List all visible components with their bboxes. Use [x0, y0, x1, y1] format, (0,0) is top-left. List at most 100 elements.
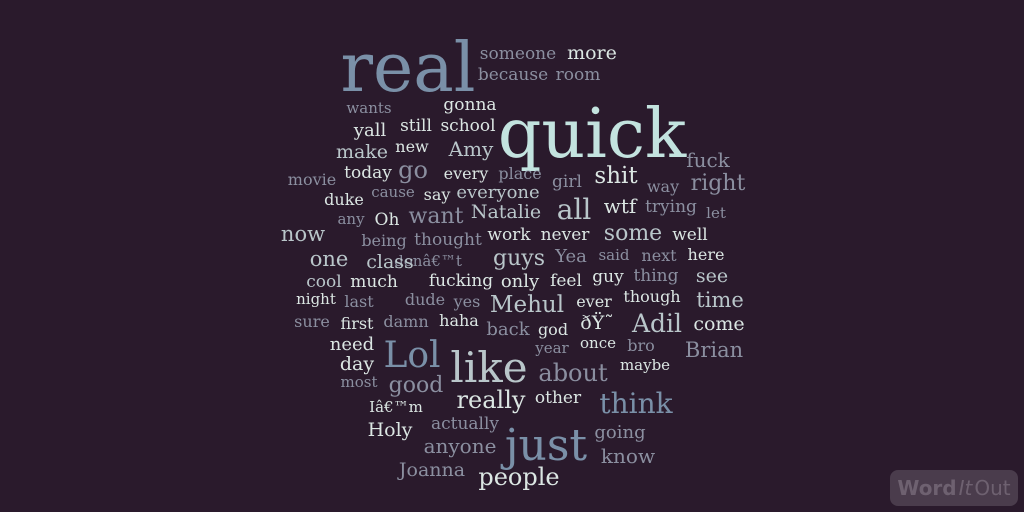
cloud-word: someone: [479, 43, 557, 64]
cloud-word: next: [641, 245, 677, 265]
cloud-word: day: [339, 353, 375, 376]
cloud-word: place: [498, 163, 542, 183]
cloud-word: know: [600, 444, 656, 469]
cloud-word: gonna: [443, 94, 497, 115]
cloud-word: ðŸ˜: [580, 312, 614, 335]
cloud-word: thing: [633, 265, 679, 286]
cloud-word: go: [398, 156, 428, 185]
cloud-word: last: [344, 291, 374, 311]
cloud-word: going: [594, 421, 646, 443]
cloud-word: dude: [404, 289, 446, 309]
cloud-word: Adil: [631, 308, 683, 338]
cloud-word: work: [487, 224, 531, 245]
cloud-word: Oh: [374, 209, 400, 230]
cloud-word: cool: [306, 271, 342, 292]
logo-it: It: [958, 476, 973, 500]
cloud-word: everyone: [456, 181, 540, 203]
cloud-word: god: [537, 319, 569, 339]
cloud-word: Holy: [367, 419, 413, 442]
cloud-word: trying: [645, 196, 697, 217]
cloud-word: haha: [439, 310, 479, 330]
cloud-word: most: [340, 373, 378, 392]
cloud-word: once: [580, 334, 616, 353]
cloud-word: time: [696, 287, 744, 312]
cloud-word: girl: [552, 171, 582, 192]
cloud-word: Joanna: [398, 459, 466, 482]
cloud-word: real: [340, 28, 476, 108]
cloud-word: yall: [353, 119, 387, 141]
cloud-word: sure: [294, 311, 330, 331]
cloud-word: being: [361, 230, 407, 250]
cloud-word: back: [486, 318, 530, 340]
cloud-word: wtf: [603, 194, 637, 219]
cloud-word: more: [567, 42, 617, 65]
cloud-word: first: [340, 313, 374, 333]
cloud-word: Brian: [684, 337, 744, 362]
cloud-word: just: [504, 419, 588, 471]
logo-word: Word: [897, 476, 957, 500]
cloud-word: make: [335, 141, 389, 164]
logo-out: Out: [974, 476, 1011, 500]
cloud-word: think: [599, 387, 673, 421]
cloud-word: school: [440, 115, 496, 136]
cloud-word: duke: [324, 189, 364, 209]
cloud-word: all: [556, 193, 592, 227]
cloud-word: movie: [287, 169, 337, 189]
cloud-word: some: [603, 220, 663, 246]
cloud-word: because: [477, 64, 549, 85]
cloud-word: let: [706, 204, 726, 223]
cloud-word: feel: [550, 270, 582, 291]
cloud-word: room: [555, 64, 601, 85]
wordItOut-logo[interactable]: Word It Out: [890, 470, 1018, 506]
cloud-word: about: [538, 359, 608, 388]
cloud-word: cause: [371, 183, 415, 202]
cloud-word: said: [598, 246, 630, 265]
cloud-word: one: [309, 246, 349, 271]
cloud-word: night: [296, 290, 336, 309]
cloud-word: like: [450, 343, 528, 393]
cloud-word: bro: [627, 335, 655, 355]
cloud-word: want: [408, 203, 464, 229]
cloud-word: every: [443, 163, 489, 183]
cloud-word: yes: [453, 291, 481, 311]
cloud-word: good: [388, 372, 444, 398]
cloud-word: year: [535, 339, 569, 358]
cloud-word: maybe: [619, 356, 671, 375]
cloud-word: Yea: [555, 245, 587, 267]
cloud-word: Iâ€™m: [369, 398, 423, 417]
cloud-word: only: [500, 270, 540, 292]
cloud-word: never: [540, 224, 590, 245]
cloud-word: class: [366, 251, 414, 274]
cloud-word: Natalie: [470, 201, 542, 224]
cloud-word: guys: [493, 245, 545, 271]
cloud-word: really: [456, 386, 526, 415]
cloud-word: wants: [346, 99, 392, 118]
cloud-word: any: [337, 210, 365, 229]
cloud-word: fuck: [686, 148, 730, 173]
cloud-word: still: [400, 115, 432, 136]
cloud-word: say: [423, 184, 451, 204]
cloud-word: anyone: [423, 434, 497, 459]
cloud-word: way: [646, 176, 680, 196]
cloud-word: other: [534, 387, 582, 408]
cloud-word: actually: [430, 413, 500, 434]
cloud-word: guy: [592, 266, 624, 287]
cloud-word: here: [687, 244, 725, 264]
cloud-word: fucking: [428, 270, 494, 291]
cloud-word: though: [623, 286, 681, 306]
cloud-word: quick: [497, 94, 687, 174]
cloud-word: much: [350, 271, 398, 292]
cloud-word: today: [344, 162, 392, 183]
cloud-word: new: [395, 136, 429, 156]
cloud-word: see: [695, 265, 729, 288]
cloud-word: donâ€™t: [394, 252, 462, 271]
cloud-word: damn: [383, 311, 429, 331]
cloud-word: now: [280, 221, 326, 246]
cloud-word: people: [478, 463, 560, 492]
cloud-word: come: [693, 313, 745, 336]
cloud-word: shit: [594, 163, 638, 190]
cloud-word: Lol: [383, 334, 441, 376]
cloud-word: right: [690, 170, 746, 196]
cloud-word: ever: [576, 291, 612, 311]
